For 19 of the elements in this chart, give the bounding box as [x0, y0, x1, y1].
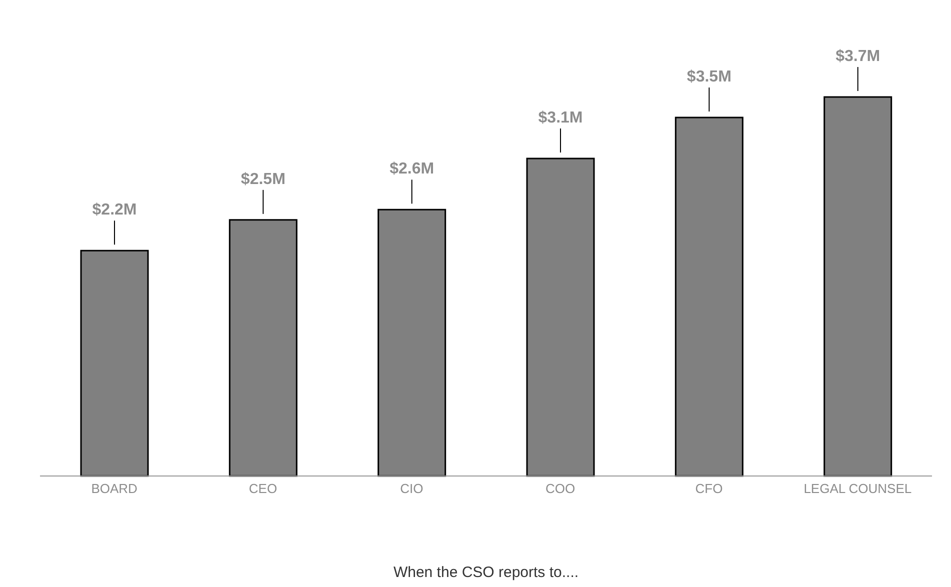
x-tick-label: CEO	[248, 481, 278, 496]
x-tick-label: BOARD	[91, 481, 138, 496]
x-tick-label: CIO	[400, 481, 424, 496]
x-axis-title: When the CSO reports to....	[393, 564, 579, 581]
data-label: $3.1M	[538, 109, 583, 126]
bar	[80, 250, 149, 477]
bar	[228, 219, 298, 477]
data-label: $3.5M	[686, 68, 732, 86]
bar	[526, 158, 595, 477]
bar	[824, 96, 892, 477]
data-label: $2.5M	[240, 170, 286, 188]
data-label: $2.2M	[92, 202, 137, 219]
data-label: $3.7M	[836, 48, 880, 65]
x-tick-label: LEGAL COUNSEL	[804, 481, 912, 496]
data-label: $2.6M	[390, 160, 434, 178]
bar	[378, 208, 446, 477]
x-tick-label: CFO	[695, 481, 723, 496]
bar	[674, 116, 744, 477]
x-tick-label: COO	[546, 481, 576, 496]
